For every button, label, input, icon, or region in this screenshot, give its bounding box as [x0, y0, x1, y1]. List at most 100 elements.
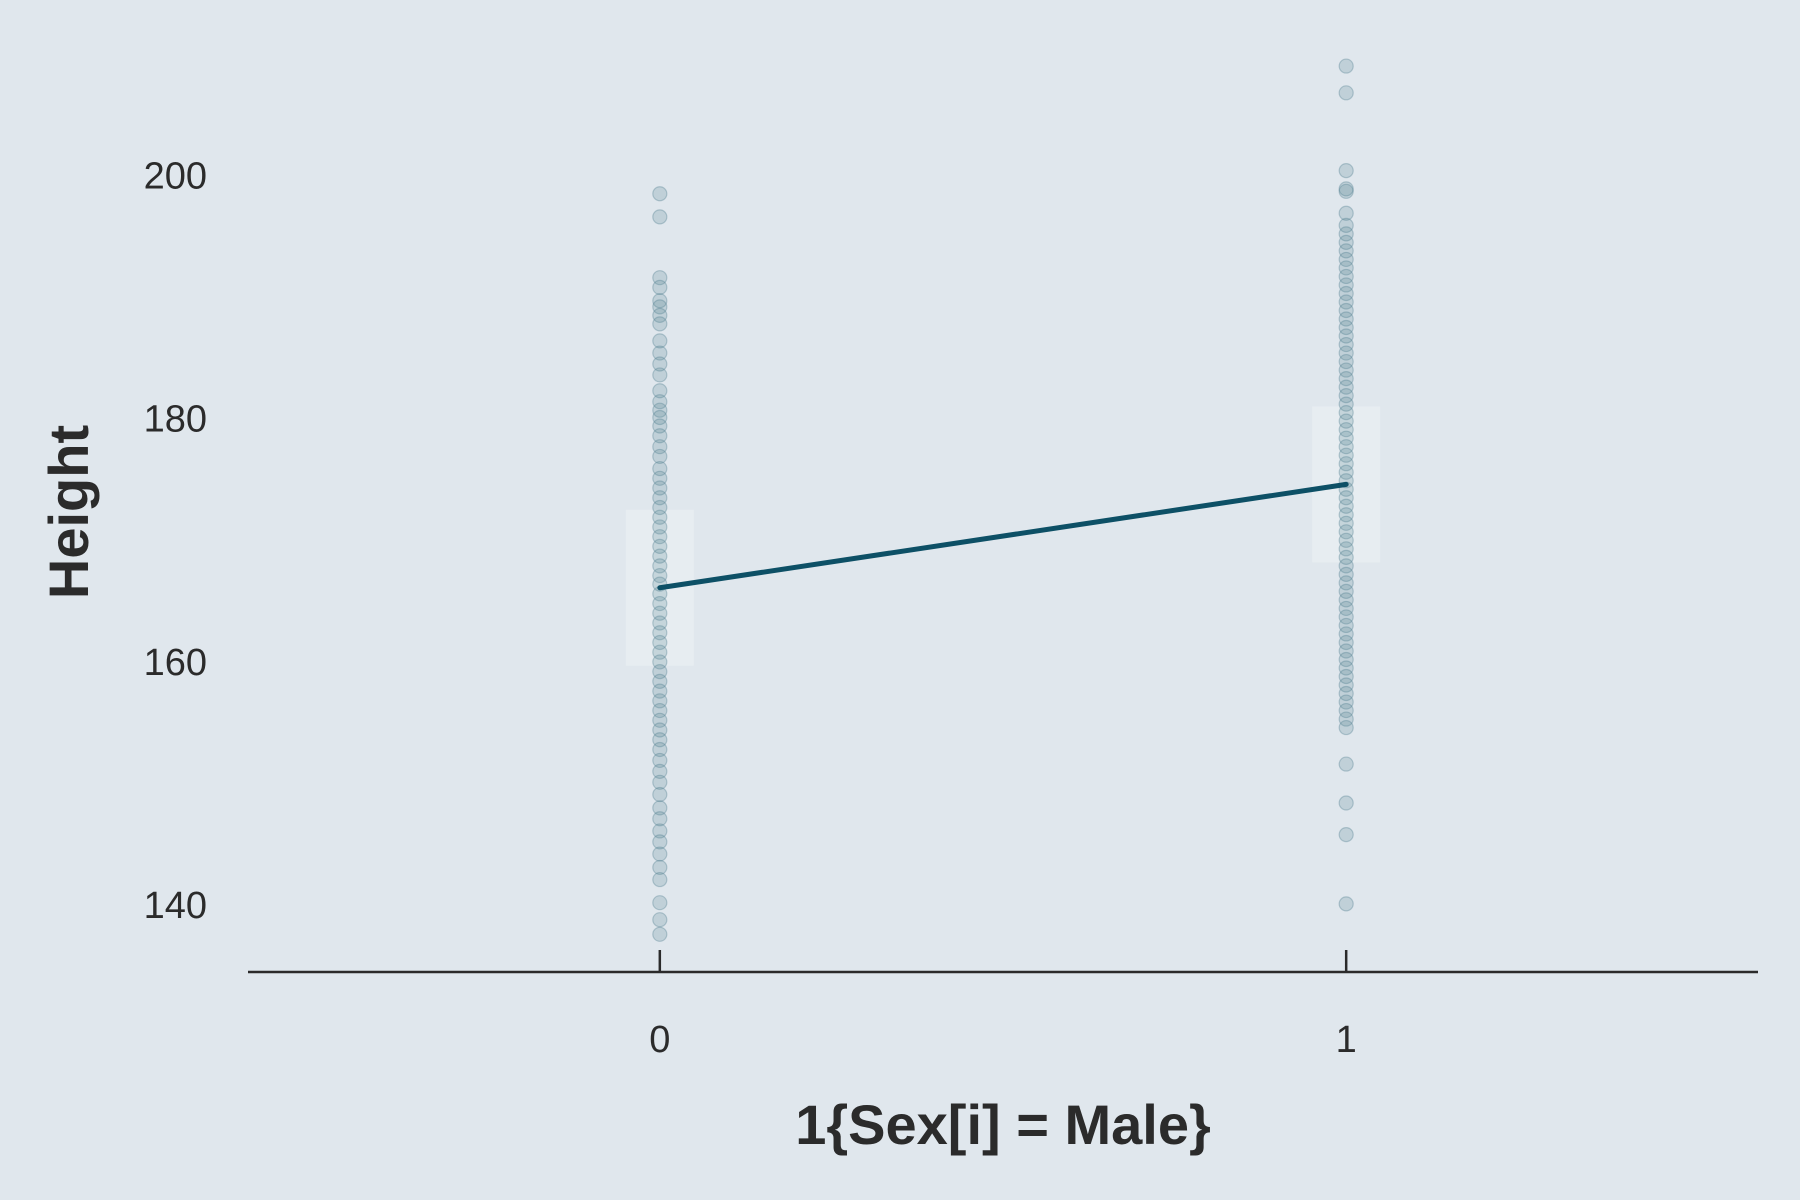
data-point: [652, 270, 668, 286]
x-axis-title: 1{Sex[i] = Male}: [795, 1093, 1211, 1156]
data-point: [1338, 896, 1354, 912]
data-point: [1338, 532, 1354, 548]
data-point: [652, 786, 668, 803]
data-point: [1338, 336, 1354, 353]
data-point: [652, 605, 668, 621]
data-point: [652, 763, 668, 779]
data-point: [652, 409, 668, 426]
data-point: [1338, 668, 1354, 685]
data-points: [652, 58, 1354, 942]
data-point: [1338, 826, 1354, 843]
x-tick-label: 0: [649, 1019, 670, 1061]
data-point: [1338, 370, 1354, 387]
data-point: [1338, 302, 1354, 319]
data-point: [1338, 756, 1354, 772]
data-point: [1338, 677, 1354, 693]
data-point: [1338, 58, 1354, 74]
data-point: [652, 926, 668, 942]
data-point: [1338, 456, 1354, 472]
data-point: [652, 439, 668, 455]
data-point: [652, 846, 668, 862]
data-point: [1338, 498, 1354, 514]
data-point: [652, 823, 668, 839]
data-point: [652, 448, 668, 465]
data-point: [652, 634, 668, 651]
data-point: [652, 499, 668, 516]
data-point: [652, 394, 668, 410]
data-point: [652, 470, 668, 486]
data-point: [1338, 626, 1354, 642]
data-point: [1338, 422, 1354, 438]
data-point: [652, 702, 668, 719]
data-point: [1338, 277, 1354, 293]
data-point: [652, 460, 668, 477]
data-point: [1338, 319, 1354, 336]
data-point: [652, 664, 668, 680]
data-point: [652, 558, 668, 574]
data-point: [1338, 660, 1354, 676]
data-point: [652, 509, 668, 525]
data-point: [1338, 719, 1354, 736]
data-point: [1338, 181, 1354, 197]
data-point: [1338, 268, 1354, 285]
data-point: [1338, 507, 1354, 523]
data-point: [1338, 694, 1354, 710]
data-point: [1338, 711, 1354, 727]
data-point: [1338, 541, 1354, 557]
data-point: [1338, 285, 1354, 302]
data-point: [1338, 226, 1354, 242]
data-point: [1338, 328, 1354, 344]
data-point: [652, 774, 668, 790]
data-point: [1338, 575, 1354, 591]
data-point: [652, 307, 668, 323]
data-point: [652, 800, 668, 816]
data-point: [1338, 558, 1354, 574]
data-point: [652, 712, 668, 728]
data-point: [652, 186, 668, 202]
data-point: [1338, 592, 1354, 608]
data-point: [1338, 217, 1354, 233]
data-point: [652, 367, 668, 383]
data-point: [1338, 243, 1354, 259]
data-point: [1338, 651, 1354, 668]
data-point: [1338, 413, 1354, 429]
data-point: [1338, 260, 1354, 276]
data-point: [1338, 311, 1354, 327]
x-tick-label: 1: [1336, 1019, 1357, 1061]
data-point: [652, 333, 668, 349]
data-point: [652, 722, 668, 738]
y-tick-label: 140: [144, 885, 207, 927]
data-point: [652, 811, 668, 827]
data-point: [652, 316, 668, 332]
data-point: [652, 752, 668, 769]
y-tick-label: 160: [144, 642, 207, 684]
data-point: [1338, 353, 1354, 370]
data-point: [1338, 205, 1354, 221]
data-point: [652, 615, 668, 631]
data-point: [652, 693, 668, 709]
data-point: [1338, 294, 1354, 310]
data-point: [1338, 515, 1354, 531]
data-point: [1338, 702, 1354, 719]
data-point: [1338, 379, 1354, 395]
data-point: [652, 912, 668, 928]
data-point: [652, 279, 668, 295]
y-tick-label: 180: [144, 399, 207, 441]
data-point: [652, 871, 668, 888]
regression-line-group: [657, 481, 1349, 591]
data-point: [1338, 600, 1354, 617]
data-point: [1338, 362, 1354, 378]
data-point: [1338, 447, 1354, 463]
tick-labels: 0 1 140 160 180 200: [144, 156, 1357, 1061]
data-point: [1338, 524, 1354, 540]
data-point: [1338, 396, 1354, 412]
data-point: [1338, 388, 1354, 404]
data-point: [652, 345, 668, 361]
data-point: [652, 209, 668, 225]
data-point: [1338, 685, 1354, 702]
data-point: [1338, 583, 1354, 599]
data-point: [652, 299, 668, 315]
data-point: [1338, 430, 1354, 446]
